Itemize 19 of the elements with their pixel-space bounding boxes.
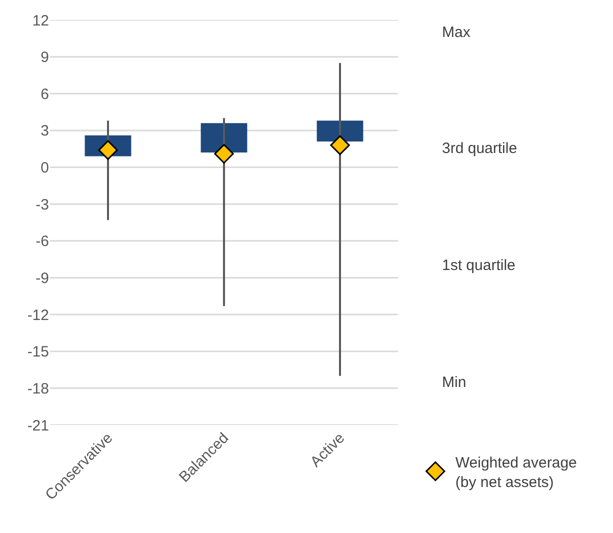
point bbox=[330, 135, 350, 156]
y-tick-label: 9 bbox=[40, 49, 49, 66]
y-tick-label: 12 bbox=[32, 12, 49, 30]
y-tick-label: -18 bbox=[27, 380, 49, 398]
point bbox=[214, 144, 234, 164]
text: Max bbox=[442, 24, 471, 41]
y-tick-label: -9 bbox=[36, 270, 49, 287]
text: Min bbox=[442, 374, 466, 391]
legend-label: Weighted average (by net assets) bbox=[455, 454, 577, 491]
y-tick-label: 3 bbox=[40, 122, 49, 140]
y-tick-label: -21 bbox=[27, 417, 49, 434]
text: 3rd quartile bbox=[442, 140, 518, 157]
y-tick-label: 0 bbox=[40, 160, 49, 177]
y-tick-label: -15 bbox=[27, 344, 49, 361]
y-tick-label: 6 bbox=[40, 86, 49, 103]
text: 1st quartile bbox=[442, 257, 516, 274]
y-tick-label: -3 bbox=[36, 196, 49, 214]
y-tick-label: -6 bbox=[36, 233, 49, 250]
y-tick-label: -12 bbox=[27, 306, 49, 324]
